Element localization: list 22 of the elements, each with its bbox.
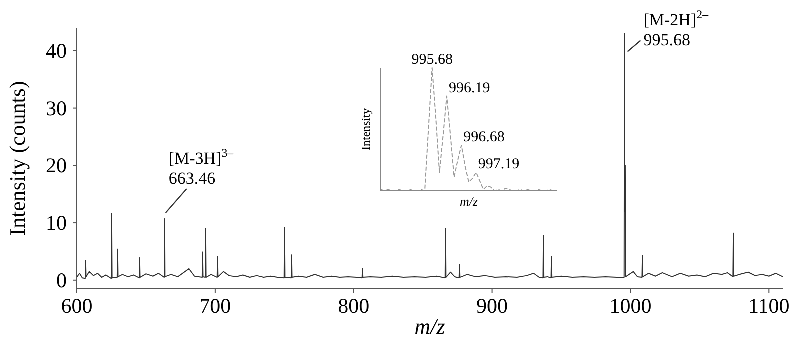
y-axis-title: Intensity	[359, 108, 373, 150]
y-tick-label: 30	[46, 96, 67, 120]
x-axis-title: m/z	[460, 194, 478, 209]
annotation: 996.19	[449, 80, 490, 96]
line-series	[76, 33, 784, 280]
y-tick-label: 0	[56, 268, 67, 292]
x-tick-label: 1000	[610, 294, 652, 318]
annotation: 996.68	[464, 129, 505, 146]
x-tick-label: 900	[476, 294, 508, 318]
annotation: 997.19	[478, 156, 520, 173]
y-tick-label: 10	[46, 211, 67, 236]
annotation: [M-3H]$^{3–}$ 663.46	[168, 146, 235, 188]
y-tick-label: 20	[46, 154, 67, 178]
y-tick-label: 40	[46, 38, 67, 63]
y-axis-title: Intensity (counts)	[5, 81, 30, 236]
x-tick-label: 800	[338, 294, 370, 318]
x-tick-label: 700	[200, 294, 232, 318]
annotation: [M-2H]$^{2–}$ 995.68	[644, 8, 710, 50]
annotation: 995.68	[412, 52, 453, 68]
x-tick-label: 600	[61, 294, 93, 318]
x-axis-title: m/z	[414, 314, 446, 339]
x-tick-label: 1100	[748, 294, 790, 318]
